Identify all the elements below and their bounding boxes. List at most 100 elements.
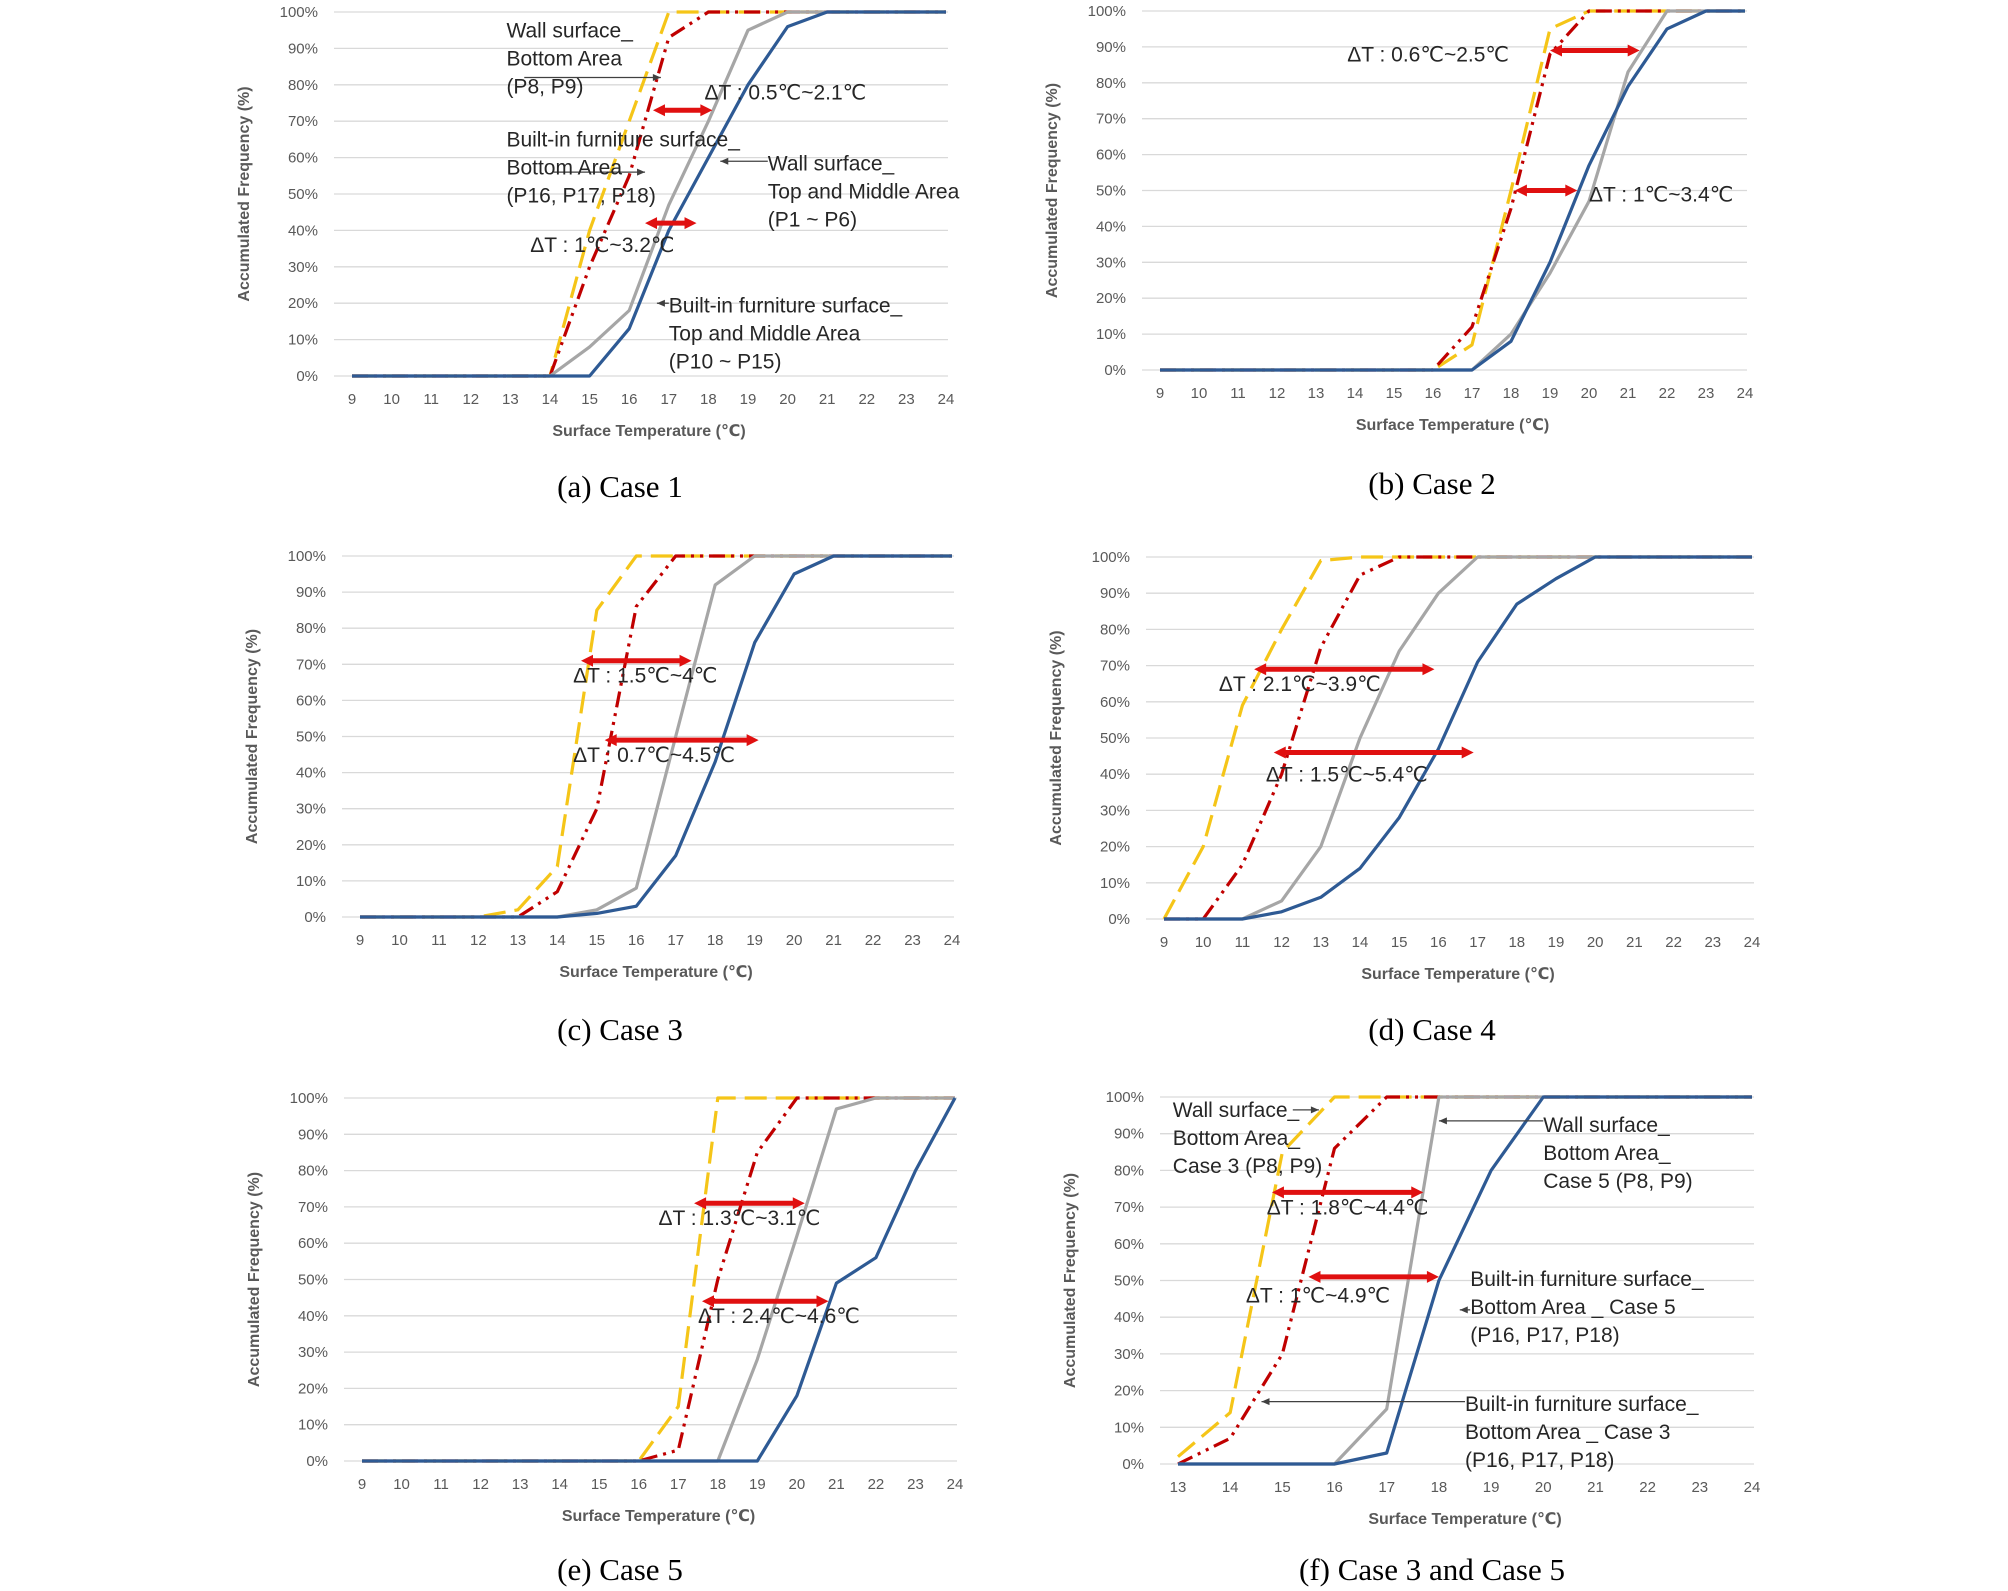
- x-tick-label: 15: [1274, 1479, 1291, 1496]
- x-tick-label: 20: [1581, 385, 1598, 402]
- y-tick-label: 90%: [1096, 39, 1126, 56]
- x-tick-label: 10: [1191, 385, 1208, 402]
- y-tick-label: 100%: [1106, 1089, 1144, 1106]
- x-axis-title: Surface Temperature (℃): [1356, 417, 1549, 434]
- y-tick-label: 60%: [1096, 147, 1126, 164]
- annotation-text: Bottom Area: [506, 47, 622, 70]
- annotation-text: Top and Middle Area: [768, 180, 960, 203]
- y-tick-label: 40%: [296, 765, 326, 782]
- annotation-text: Wall surface_: [1543, 1114, 1670, 1137]
- x-tick-label: 12: [462, 391, 479, 408]
- y-tick-label: 0%: [296, 368, 318, 385]
- x-tick-label: 22: [868, 1476, 885, 1493]
- x-tick-label: 11: [423, 391, 439, 408]
- x-tick-label: 18: [1431, 1479, 1448, 1496]
- annotation-text: Bottom Area _ Case 5: [1470, 1296, 1675, 1319]
- chart-annotation: ΔT : 0.5℃~2.1℃: [704, 81, 866, 104]
- y-tick-label: 20%: [298, 1380, 328, 1397]
- x-tick-label: 13: [502, 391, 519, 408]
- chart-caption: (f) Case 3 and Case 5: [1299, 1552, 1565, 1587]
- x-tick-label: 9: [1160, 934, 1168, 951]
- chart-annotation: Built-in furniture surface_ Bottom Area (P…: [506, 129, 740, 208]
- chart-annotation: Wall surface_ Bottom Area (P8, P9): [506, 19, 661, 98]
- y-tick-label: 80%: [288, 77, 318, 94]
- x-tick-label: 14: [1352, 934, 1369, 951]
- x-tick-label: 18: [1503, 385, 1520, 402]
- chart-annotation: Built-in furniture surface_ Bottom Area _…: [1459, 1268, 1704, 1347]
- x-tick-label: 13: [1308, 385, 1325, 402]
- x-tick-label: 19: [746, 932, 763, 949]
- chart-annotation: Wall surface_ Top and Middle Area (P1 ~ P6…: [720, 152, 960, 231]
- x-tick-label: 13: [1170, 1479, 1187, 1496]
- annotation-text: Built-in furniture surface_: [506, 129, 740, 152]
- y-tick-label: 80%: [296, 620, 326, 637]
- annotation-text: Wall surface_: [506, 19, 633, 42]
- delta-t-arrow: [1254, 663, 1435, 676]
- y-tick-label: 20%: [1096, 290, 1126, 307]
- x-tick-label: 11: [1235, 934, 1251, 951]
- x-tick-label: 17: [1464, 385, 1481, 402]
- x-tick-label: 11: [433, 1476, 449, 1493]
- y-tick-label: 30%: [1114, 1346, 1144, 1363]
- y-tick-label: 10%: [1100, 875, 1130, 892]
- x-tick-label: 10: [391, 932, 408, 949]
- y-tick-label: 100%: [288, 548, 326, 565]
- annotation-text: ΔT : 1℃~3.4℃: [1589, 183, 1733, 206]
- annotation-text: ΔT : 2.4℃~4.6℃: [698, 1305, 860, 1328]
- x-tick-label: 10: [393, 1476, 410, 1493]
- x-tick-label: 12: [472, 1476, 489, 1493]
- annotation-text: ΔT : 2.1℃~3.9℃: [1219, 673, 1381, 696]
- y-axis-title: Accumulated Frequency (%): [1062, 1173, 1079, 1388]
- x-tick-label: 9: [348, 391, 356, 408]
- y-tick-label: 80%: [1096, 75, 1126, 92]
- y-tick-label: 30%: [288, 259, 318, 276]
- y-tick-label: 50%: [296, 729, 326, 746]
- annotation-text: ΔT : 1.3℃~3.1℃: [659, 1207, 821, 1230]
- y-tick-label: 40%: [298, 1308, 328, 1325]
- y-tick-label: 10%: [1096, 326, 1126, 343]
- x-tick-label: 17: [670, 1476, 687, 1493]
- x-tick-label: 24: [938, 391, 955, 408]
- y-tick-label: 90%: [288, 40, 318, 57]
- x-tick-label: 24: [944, 932, 961, 949]
- chart-annotation: ΔT : 0.6℃~2.5℃: [1347, 43, 1509, 66]
- x-tick-label: 16: [1425, 385, 1442, 402]
- y-tick-label: 10%: [296, 873, 326, 890]
- x-tick-label: 9: [1156, 385, 1164, 402]
- delta-t-arrow: [701, 1295, 829, 1308]
- x-tick-label: 18: [700, 391, 717, 408]
- annotation-text: ΔT : 1.5℃~4℃: [573, 664, 717, 687]
- y-tick-label: 30%: [1100, 802, 1130, 819]
- y-tick-label: 20%: [1114, 1383, 1144, 1400]
- y-tick-label: 70%: [1100, 658, 1130, 675]
- annotation-text: ΔT : 1℃~4.9℃: [1246, 1285, 1390, 1308]
- y-tick-label: 90%: [296, 584, 326, 601]
- x-tick-label: 17: [667, 932, 684, 949]
- y-axis-title: Accumulated Frequency (%): [246, 1172, 263, 1387]
- chart-panel-2: 0% 10% 20% 30% 40% 50% 60% 70% 80% 90% 100% 9 10 11 12…: [244, 548, 960, 1047]
- series-line-furniture-top: [1178, 1095, 1752, 1466]
- x-tick-label: 14: [549, 932, 566, 949]
- x-tick-label: 10: [383, 391, 400, 408]
- chart-annotation: ΔT : 2.1℃~3.9℃: [1219, 673, 1381, 696]
- y-tick-label: 80%: [1100, 621, 1130, 638]
- annotation-text: Built-in furniture surface_: [1465, 1393, 1699, 1416]
- x-tick-label: 20: [789, 1476, 806, 1493]
- chart-annotation: ΔT : 1.5℃~5.4℃: [1266, 763, 1428, 786]
- x-tick-label: 23: [904, 932, 921, 949]
- annotation-text: Top and Middle Area: [669, 322, 861, 345]
- y-tick-label: 20%: [296, 837, 326, 854]
- chart-annotation: ΔT : 1℃~3.2℃: [530, 234, 674, 257]
- chart-annotation: ΔT : 2.4℃~4.6℃: [698, 1305, 860, 1328]
- x-tick-label: 9: [356, 932, 364, 949]
- x-tick-label: 14: [1347, 385, 1364, 402]
- x-tick-label: 20: [779, 391, 796, 408]
- x-axis-title: Surface Temperature (℃): [1361, 966, 1554, 983]
- x-tick-label: 17: [1378, 1479, 1395, 1496]
- x-tick-label: 24: [1744, 934, 1761, 951]
- chart-caption: (c) Case 3: [557, 1012, 683, 1047]
- x-tick-label: 20: [786, 932, 803, 949]
- y-axis-title: Accumulated Frequency (%): [1048, 630, 1065, 845]
- annotation-text: ΔT : 1.8℃~4.4℃: [1267, 1196, 1429, 1219]
